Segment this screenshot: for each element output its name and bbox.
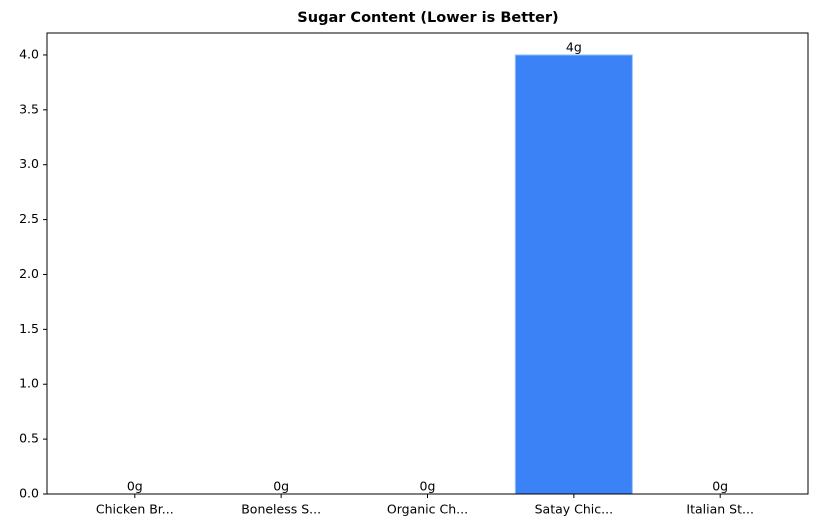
y-tick-label: 1.0 (19, 376, 39, 391)
y-tick-label: 3.5 (19, 101, 39, 116)
y-tick-label: 4.0 (19, 46, 39, 61)
chart-title: Sugar Content (Lower is Better) (297, 10, 558, 26)
x-tick-label: Italian St... (686, 502, 754, 517)
value-label: 0g (712, 479, 728, 494)
y-tick-label: 0.5 (19, 431, 39, 446)
y-tick-label: 2.5 (19, 211, 39, 226)
y-tick-label: 3.0 (19, 156, 39, 171)
plot-frame (46, 32, 809, 495)
x-tick-label: Organic Ch... (387, 502, 468, 517)
value-label: 0g (420, 479, 436, 494)
y-tick-label: 2.0 (19, 266, 39, 281)
y-tick-label: 0.0 (19, 486, 39, 501)
x-tick-label: Boneless S... (241, 502, 321, 517)
y-tick-label: 1.5 (19, 321, 39, 336)
value-label: 4g (566, 39, 582, 54)
x-tick-label: Chicken Br... (96, 502, 174, 517)
bar (514, 54, 633, 495)
value-label: 0g (127, 479, 143, 494)
x-tick-label: Satay Chic... (535, 502, 613, 517)
value-label: 0g (273, 479, 289, 494)
